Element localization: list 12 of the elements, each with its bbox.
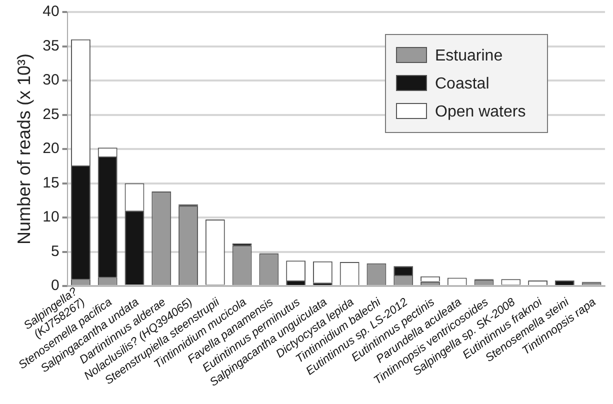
y-tick-label: 5 — [50, 242, 60, 260]
y-tick-label: 35 — [42, 37, 60, 54]
y-tick-label: 15 — [42, 174, 60, 192]
legend-label: Open waters — [435, 103, 526, 120]
legend-label: Coastal — [435, 75, 490, 92]
y-tick-label: 40 — [42, 3, 60, 20]
y-tick-label: 25 — [42, 106, 60, 123]
y-axis-title: Number of reads (x 10³) — [14, 53, 34, 245]
y-tick-label: 10 — [42, 208, 60, 226]
legend-label: Estuarine — [435, 47, 503, 64]
y-tick-label: 30 — [42, 72, 60, 89]
y-tick-label: 20 — [42, 140, 60, 158]
